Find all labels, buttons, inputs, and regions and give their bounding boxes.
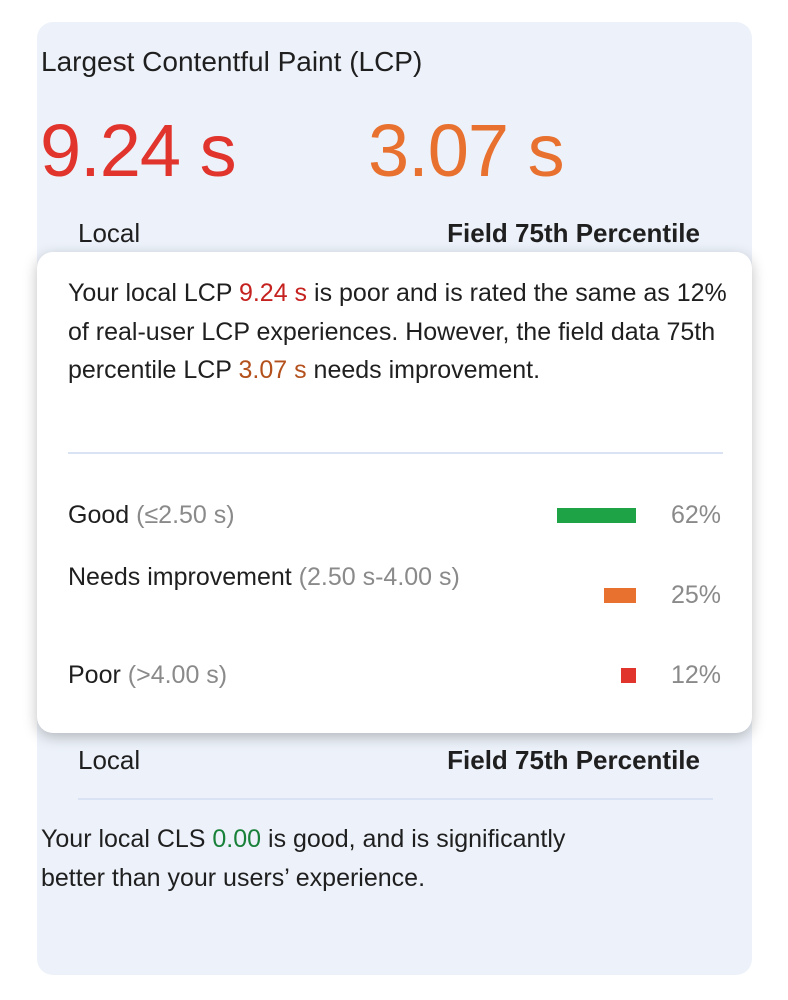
distribution-bar-good [557, 508, 636, 523]
lcp-tooltip: Your local LCP 9.24 s is poor and is rat… [37, 252, 752, 733]
distribution-bar-needs-improvement [604, 588, 636, 603]
cls-summary: Your local CLS 0.00 is good, and is sign… [41, 825, 566, 892]
cls-field-label: Field 75th Percentile [447, 745, 700, 775]
field-label: Field 75th Percentile [447, 218, 700, 248]
cls-value: 0.00 [212, 825, 262, 853]
divider [78, 798, 713, 800]
percent-good: 62% [670, 501, 721, 529]
percent-needs-improvement: 25% [670, 581, 721, 609]
percent-poor: 12% [670, 661, 721, 689]
field-lcp-value: 3.07 s [368, 109, 565, 192]
distribution-row-needs-improvement: Needs improvement (2.50 s-4.00 s) [68, 563, 460, 591]
distribution-bar-poor [620, 668, 636, 683]
card-title: Largest Contentful Paint (LCP) [41, 46, 423, 77]
distribution-row-good: Good (≤2.50 s) [68, 501, 235, 529]
tooltip-local-value: 9.24 s [238, 279, 308, 307]
tooltip-field-value: 3.07 s [238, 356, 307, 384]
cls-local-label: Local [78, 745, 141, 775]
local-label: Local [78, 218, 141, 248]
local-lcp-value: 9.24 s [40, 109, 237, 192]
tooltip-summary: Your local LCP 9.24 s is poor and is rat… [68, 279, 727, 384]
tooltip-divider [68, 452, 723, 454]
distribution-row-poor: Poor (>4.00 s) [68, 661, 228, 689]
